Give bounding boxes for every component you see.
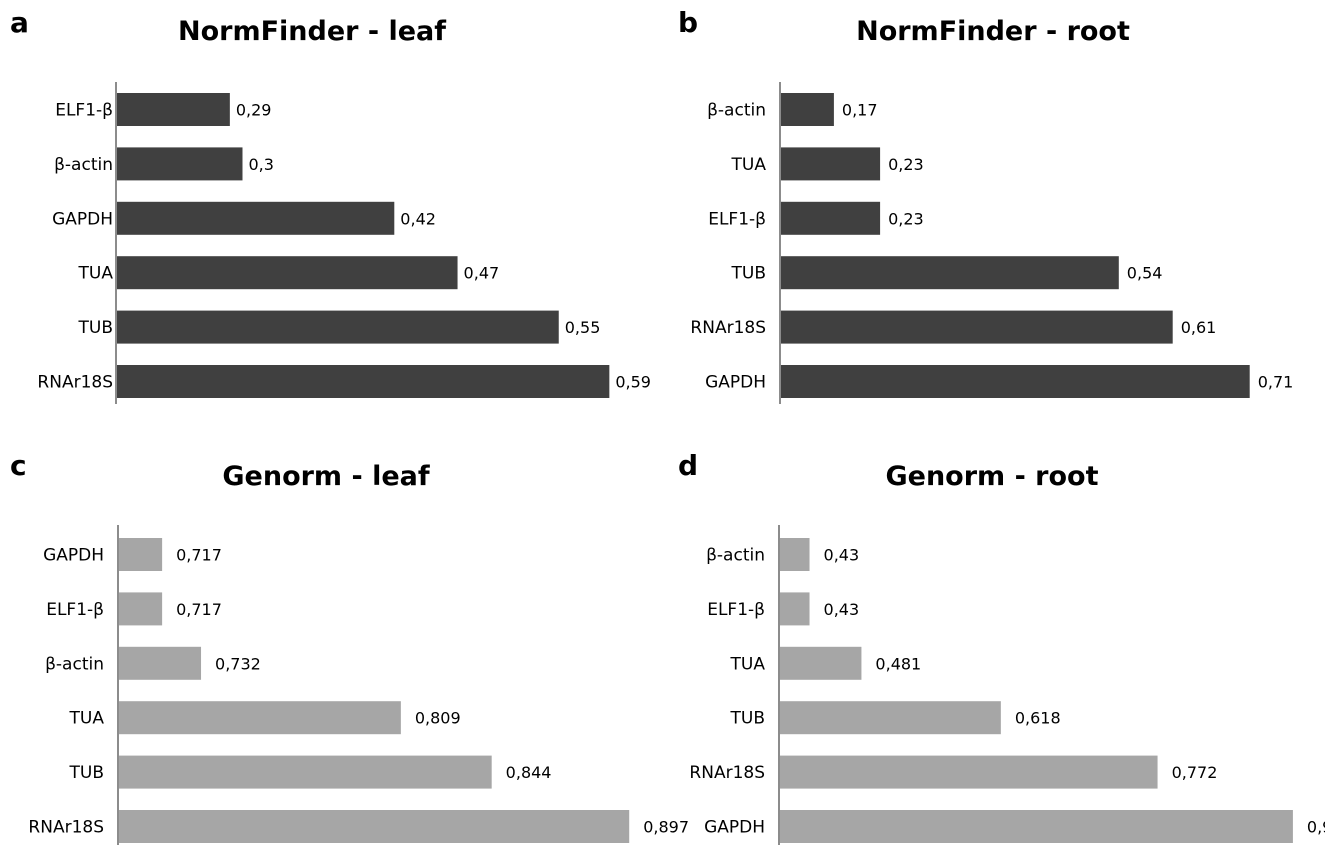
data-label: 0,59 — [615, 373, 651, 392]
data-label: 0,43 — [824, 546, 860, 565]
category-label: GAPDH — [704, 818, 765, 838]
category-label: RNAr18S — [690, 318, 766, 338]
panel-letter: c — [10, 449, 27, 482]
category-label: β-actin — [45, 654, 104, 674]
panel-d: d Genorm - root β-actin 0,43 ELF1-β 0,43 TUA… — [678, 449, 1325, 845]
bar — [116, 310, 559, 344]
data-label: 0,43 — [824, 600, 860, 619]
data-label: 0,61 — [1181, 318, 1217, 337]
category-label: TUB — [731, 264, 767, 284]
panel-letter: d — [678, 449, 698, 482]
category-label: ELF1-β — [708, 209, 766, 229]
category-label: GAPDH — [52, 209, 113, 229]
category-label: TUA — [730, 654, 766, 674]
category-label: β-actin — [707, 101, 766, 121]
category-label: RNAr18S — [28, 818, 104, 838]
bar — [116, 93, 230, 126]
category-label: β-actin — [706, 546, 765, 566]
data-label: 0,844 — [506, 763, 552, 782]
panel-b: b NormFinder - root β-actin 0,17 TUA 0,23 EL… — [678, 6, 1293, 404]
data-label: 0,717 — [176, 600, 222, 619]
plot-area: β-actin 0,43 ELF1-β 0,43 TUA 0,481 TUB 0,618 RNA… — [689, 525, 1325, 845]
plot-area: GAPDH 0,717 ELF1-β 0,717 β-actin 0,732 TUA 0,80… — [28, 525, 689, 845]
plot-area: β-actin 0,17 TUA 0,23 ELF1-β 0,23 TUB 0,54 RNAr1… — [690, 82, 1293, 404]
category-label: GAPDH — [705, 373, 766, 393]
data-label: 0,29 — [236, 101, 272, 120]
panel-letter: b — [678, 6, 698, 39]
data-label: 0,772 — [1172, 763, 1218, 782]
category-label: TUB — [69, 763, 105, 783]
category-label: RNAr18S — [37, 373, 113, 393]
chart-title: NormFinder - leaf — [178, 16, 446, 47]
category-label: TUA — [69, 709, 105, 729]
bar — [780, 201, 881, 235]
data-label: 0,618 — [1015, 709, 1061, 728]
bar — [118, 810, 630, 843]
data-label: 0,47 — [464, 264, 500, 283]
data-label: 0,42 — [400, 209, 436, 228]
bar — [118, 701, 401, 735]
bar — [118, 755, 492, 789]
chart-title: Genorm - root — [885, 461, 1098, 492]
data-label: 0,897 — [643, 818, 689, 837]
data-label: 0,17 — [842, 101, 878, 120]
category-label: ELF1-β — [55, 101, 113, 121]
category-label: TUB — [78, 318, 114, 338]
data-label: 0,717 — [176, 546, 222, 565]
bar — [779, 755, 1158, 789]
category-label: TUB — [730, 709, 766, 729]
data-label: 0,55 — [565, 318, 601, 337]
category-label: ELF1-β — [707, 600, 765, 620]
data-label: 0,809 — [415, 709, 461, 728]
data-label: 0,3 — [249, 155, 274, 174]
panel-letter: a — [10, 6, 29, 39]
chart-title: NormFinder - root — [856, 16, 1130, 47]
data-label: 0,905 — [1307, 818, 1325, 837]
data-label: 0,481 — [875, 654, 921, 673]
bar — [779, 538, 810, 571]
bar — [780, 365, 1250, 398]
plot-area: ELF1-β 0,29 β-actin 0,3 GAPDH 0,42 TUA 0,47 TUB 0… — [37, 82, 651, 404]
category-label: ELF1-β — [46, 600, 104, 620]
category-label: β-actin — [54, 155, 113, 175]
data-label: 0,54 — [1127, 264, 1163, 283]
bar — [118, 538, 163, 571]
bar — [780, 310, 1173, 344]
bar — [779, 810, 1293, 843]
data-label: 0,23 — [888, 209, 924, 228]
panel-a: a NormFinder - leaf ELF1-β 0,29 β-actin 0,3… — [10, 6, 651, 404]
bar — [780, 93, 834, 126]
chart-title: Genorm - leaf — [222, 461, 429, 492]
data-label: 0,23 — [888, 155, 924, 174]
bar — [780, 147, 881, 181]
bar — [116, 201, 395, 235]
bar — [779, 646, 862, 680]
bar — [116, 256, 458, 290]
bar — [116, 365, 610, 398]
category-label: TUA — [731, 155, 767, 175]
bar — [779, 701, 1001, 735]
category-label: GAPDH — [43, 546, 104, 566]
data-label: 0,71 — [1258, 373, 1294, 392]
bar — [118, 646, 202, 680]
bar — [780, 256, 1119, 290]
data-label: 0,732 — [215, 654, 261, 673]
bar — [116, 147, 243, 181]
category-label: RNAr18S — [689, 763, 765, 783]
bar — [118, 592, 163, 626]
bar — [779, 592, 810, 626]
panel-c: c Genorm - leaf GAPDH 0,717 ELF1-β 0,717 β-a… — [10, 449, 689, 845]
category-label: TUA — [78, 264, 114, 284]
